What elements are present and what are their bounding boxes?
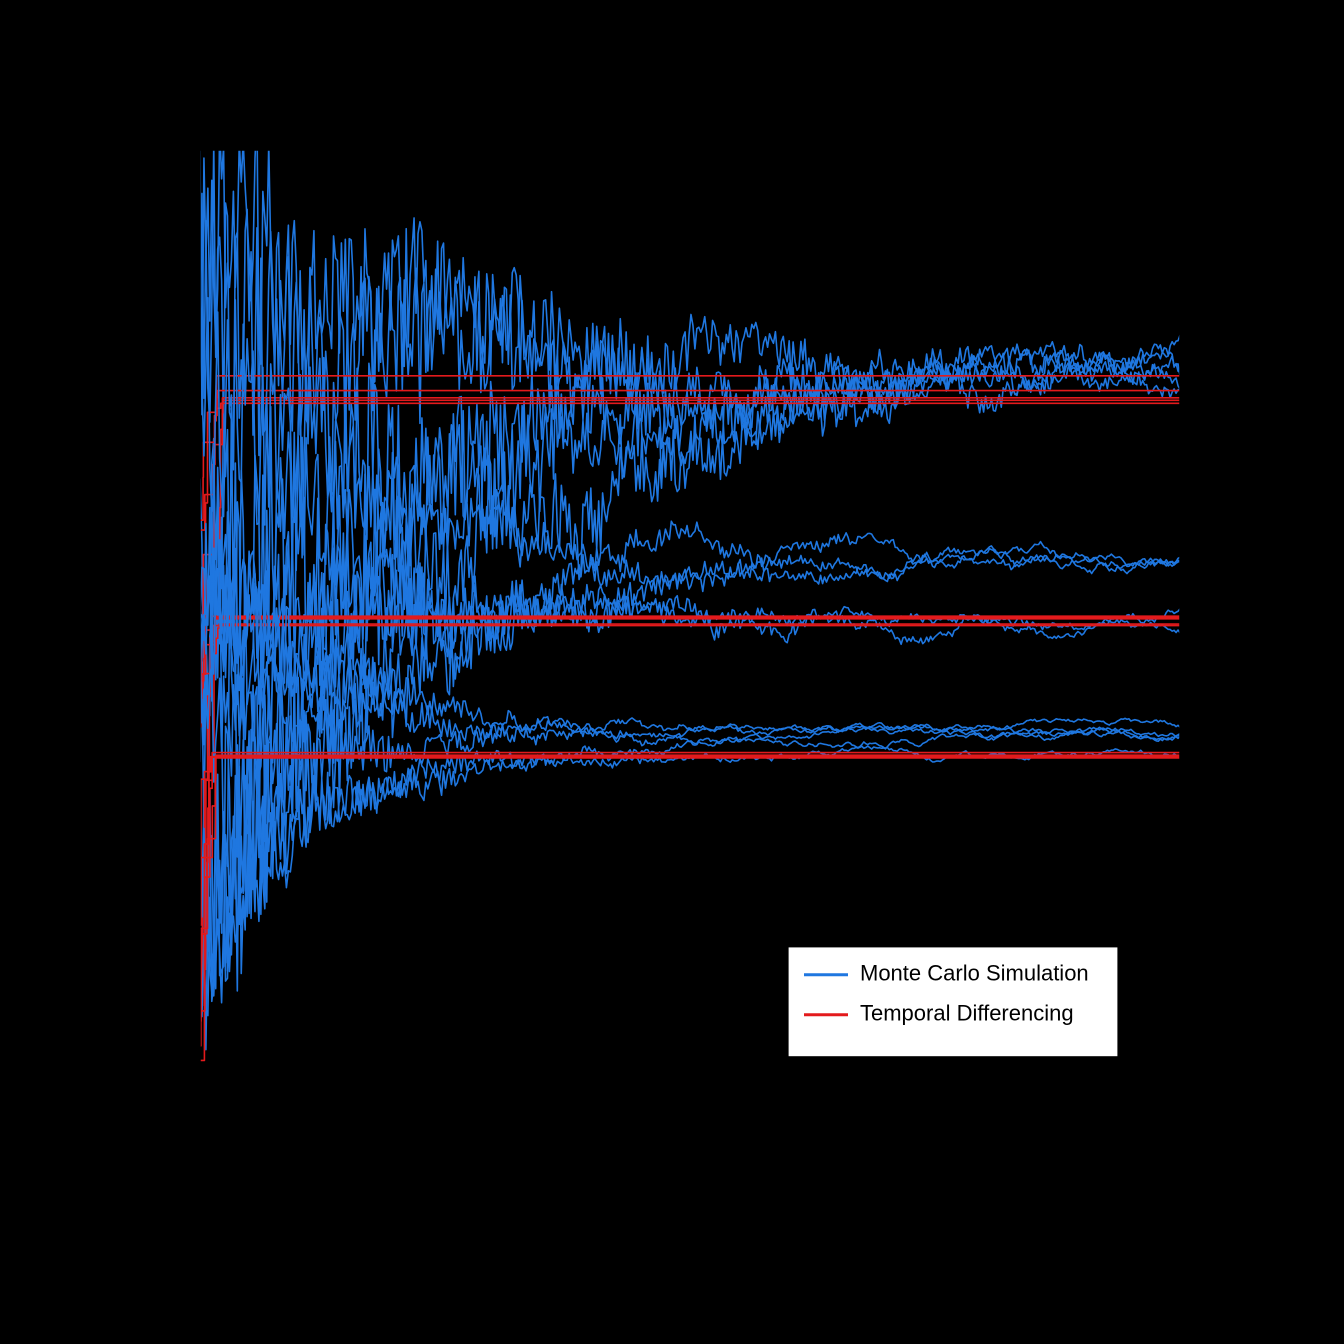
x-tick-label-1: 2000 — [372, 1126, 421, 1151]
legend-label-1: Temporal Differencing — [860, 1001, 1074, 1026]
x-tick-label-0: 0 — [194, 1126, 206, 1151]
y-tick-label-3: -4 — [158, 653, 178, 678]
y-tick-label-6: 2 — [166, 210, 178, 235]
y-tick-label-4: -2 — [158, 505, 178, 530]
y-tick-label-2: -6 — [158, 800, 178, 825]
legend: Monte Carlo Simulation Temporal Differenc… — [788, 947, 1118, 1057]
y-tick-label-0: -10 — [146, 1096, 178, 1121]
legend-label-0: Monte Carlo Simulation — [860, 961, 1089, 986]
x-tick-label-3: 6000 — [764, 1126, 813, 1151]
x-axis-label: Iterations — [637, 1163, 744, 1193]
cumulative-averages-chart: 0 2000 4000 6000 8000 10000 Iterations -10 -8 -6 -… — [0, 0, 1344, 1344]
y-axis-label: Cumulative averages — [103, 508, 133, 752]
x-tick-label-4: 8000 — [960, 1126, 1009, 1151]
x-tick-label-2: 4000 — [568, 1126, 617, 1151]
x-tick-label-5: 10000 — [1149, 1126, 1210, 1151]
y-tick-label-5: 0 — [166, 357, 178, 382]
y-tick-label-1: -8 — [158, 948, 178, 973]
